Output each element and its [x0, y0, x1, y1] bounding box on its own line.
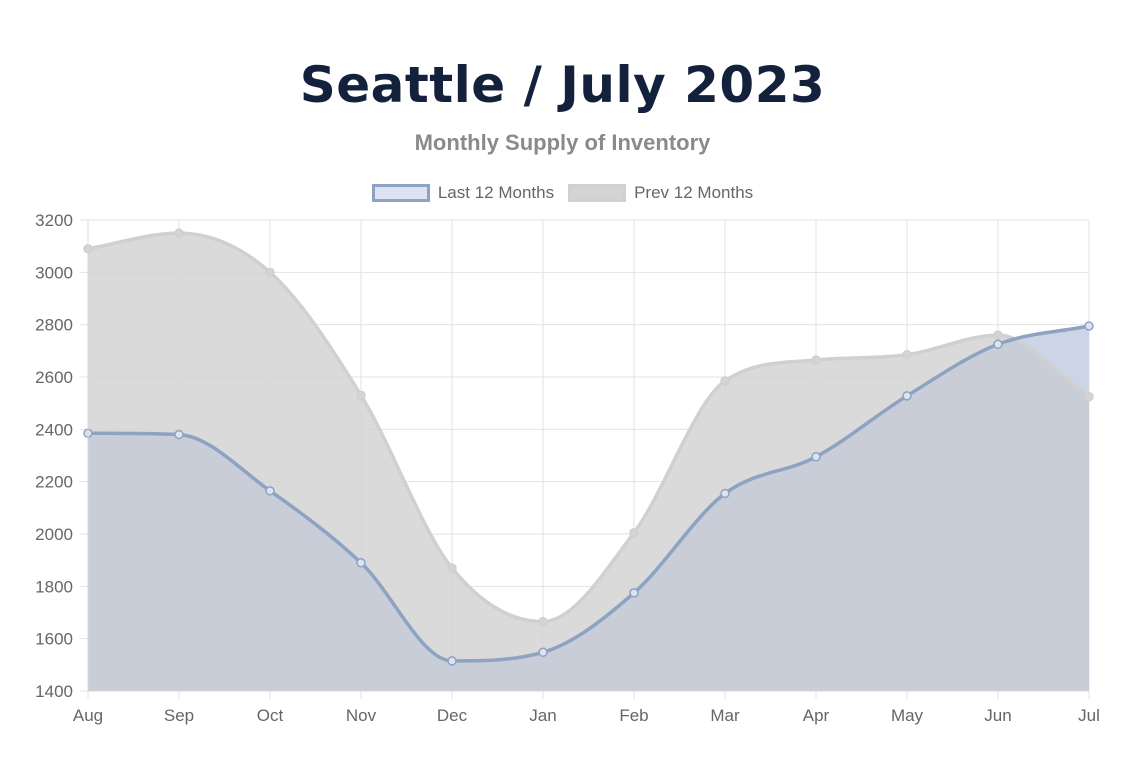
x-tick-label: Oct	[257, 706, 284, 725]
point-prev-12-months-may	[902, 350, 912, 360]
legend-item-prev-12-months[interactable]: Prev 12 Months	[568, 183, 753, 203]
area-overlay-last-12-months	[88, 325, 1089, 691]
y-tick-label: 2200	[35, 473, 73, 492]
point-last-12-months-apr	[811, 452, 821, 462]
area-prev-12-months	[88, 233, 1089, 692]
x-tick-label: May	[891, 706, 924, 725]
x-tick-label: Mar	[710, 706, 740, 725]
point-last-12-months-jun	[993, 339, 1003, 350]
y-tick-label: 2600	[35, 368, 73, 387]
y-tick-label: 1800	[35, 577, 73, 596]
point-prev-12-months-oct	[265, 267, 275, 278]
x-tick-label: Jul	[1078, 706, 1100, 725]
point-last-12-months-dec	[447, 656, 457, 666]
point-last-12-months-jan	[538, 647, 548, 658]
point-last-12-months-jul	[1084, 321, 1094, 331]
y-tick-label: 3000	[35, 263, 73, 282]
legend-swatch-last-12-months	[371, 184, 430, 202]
point-last-12-months-sep	[174, 429, 184, 440]
point-prev-12-months-jun	[993, 330, 1003, 340]
legend-label-prev-12-months: Prev 12 Months	[634, 183, 754, 202]
point-prev-12-months-sep	[174, 228, 184, 238]
chart-legend: Last 12 Months Prev 12 Months	[0, 183, 1125, 203]
y-tick-label: 2800	[35, 316, 73, 335]
chart-subtitle: Monthly Supply of Inventory	[414, 130, 711, 155]
legend-swatch-prev-12-months	[568, 184, 627, 202]
x-tick-label: Feb	[619, 706, 648, 725]
x-tick-label: Jun	[984, 706, 1011, 725]
legend-item-last-12-months[interactable]: Last 12 Months	[371, 183, 555, 203]
point-last-12-months-feb	[629, 588, 639, 598]
x-tick-label: Nov	[346, 706, 377, 725]
y-tick-label: 2400	[35, 420, 73, 439]
point-prev-12-months-mar	[720, 376, 730, 386]
chart-title: Seattle / July 2023	[299, 56, 826, 114]
point-prev-12-months-feb	[629, 527, 639, 538]
x-tick-label: Jan	[529, 706, 556, 725]
x-tick-label: Aug	[73, 706, 103, 725]
point-prev-12-months-dec	[447, 563, 457, 573]
point-prev-12-months-jan	[538, 616, 548, 627]
point-prev-12-months-jul	[1084, 391, 1094, 402]
point-prev-12-months-nov	[356, 390, 366, 401]
x-tick-label: Dec	[437, 706, 468, 725]
point-last-12-months-nov	[356, 558, 366, 568]
legend-label-last-12-months: Last 12 Months	[437, 183, 555, 202]
point-last-12-months-mar	[720, 488, 730, 499]
y-tick-label: 3200	[35, 211, 73, 230]
y-tick-label: 1600	[35, 630, 73, 649]
y-tick-label: 1400	[35, 682, 73, 701]
point-last-12-months-may	[902, 391, 912, 401]
y-tick-label: 2000	[35, 525, 73, 544]
x-tick-label: Sep	[164, 706, 194, 725]
x-tick-label: Apr	[803, 706, 830, 725]
point-last-12-months-oct	[265, 486, 275, 496]
point-prev-12-months-apr	[811, 355, 821, 365]
